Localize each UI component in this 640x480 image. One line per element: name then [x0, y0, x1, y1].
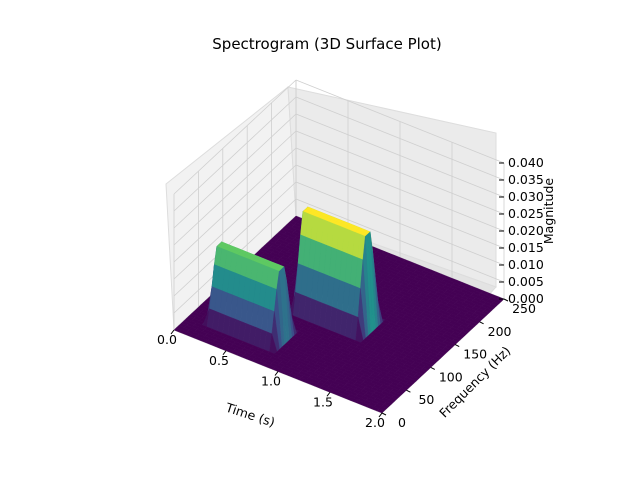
- grid-line-z-back: [295, 147, 505, 232]
- z-tick-label: 0.000: [508, 291, 544, 306]
- grid-line-z: [173, 79, 297, 195]
- grid-line-z-back: [295, 164, 505, 249]
- x-tick-label: 1.0: [261, 374, 281, 389]
- grid-line-z: [173, 130, 297, 246]
- y-tick-label: 250: [512, 301, 536, 316]
- z-tick-label: 0.035: [508, 172, 544, 187]
- z-tick-label: 0.020: [508, 223, 544, 238]
- grid-line-z: [173, 181, 297, 297]
- grid-line-z-back: [295, 198, 505, 283]
- x-tick-mark: [378, 412, 383, 418]
- x-tick-label: 0.5: [209, 353, 229, 368]
- chart-title: Spectrogram (3D Surface Plot): [212, 35, 441, 53]
- y-tick-label: 100: [439, 369, 463, 384]
- grid-line-z-back: [295, 130, 505, 215]
- x-tick-mark: [274, 371, 279, 376]
- grid-line-z-back: [295, 181, 505, 266]
- x-tick-label: 2.0: [365, 415, 385, 430]
- y-tick-label: 200: [488, 324, 512, 339]
- y-tick-label: 150: [463, 347, 487, 362]
- x-tick-mark: [170, 329, 175, 335]
- z-axis-title: Magnitude: [541, 178, 556, 245]
- y-tick-mark: [381, 412, 387, 416]
- grid-line-z-back: [295, 96, 505, 181]
- y-tick-mark: [479, 321, 484, 325]
- y-tick-label: 50: [418, 392, 434, 407]
- y-tick-label: 0: [398, 415, 406, 430]
- y-tick-mark: [406, 389, 411, 393]
- y-tick-mark: [430, 366, 436, 370]
- grid-line-z: [173, 113, 297, 229]
- surface-facet: [376, 408, 385, 414]
- grid-line-z-back: [295, 79, 505, 164]
- grid-line-z: [173, 164, 297, 280]
- grid-line-z: [173, 147, 297, 263]
- x-tick-label: 1.5: [313, 394, 333, 409]
- surface: [173, 206, 505, 414]
- x-tick-mark: [222, 350, 227, 356]
- grid-line-z-back: [295, 113, 505, 198]
- x-tick-label: 0.0: [157, 332, 177, 347]
- z-tick-label: 0.040: [508, 155, 544, 170]
- z-tick-label: 0.015: [508, 240, 544, 255]
- y-tick-mark: [503, 298, 509, 302]
- y-tick-mark: [454, 344, 460, 348]
- grid-line-z: [173, 96, 297, 212]
- z-tick-label: 0.030: [508, 189, 544, 204]
- x-tick-mark: [326, 391, 331, 397]
- z-tick-label: 0.005: [508, 274, 544, 289]
- x-axis-title: Time (s): [223, 399, 277, 429]
- z-tick-label: 0.010: [508, 257, 544, 272]
- z-tick-label: 0.025: [508, 206, 544, 221]
